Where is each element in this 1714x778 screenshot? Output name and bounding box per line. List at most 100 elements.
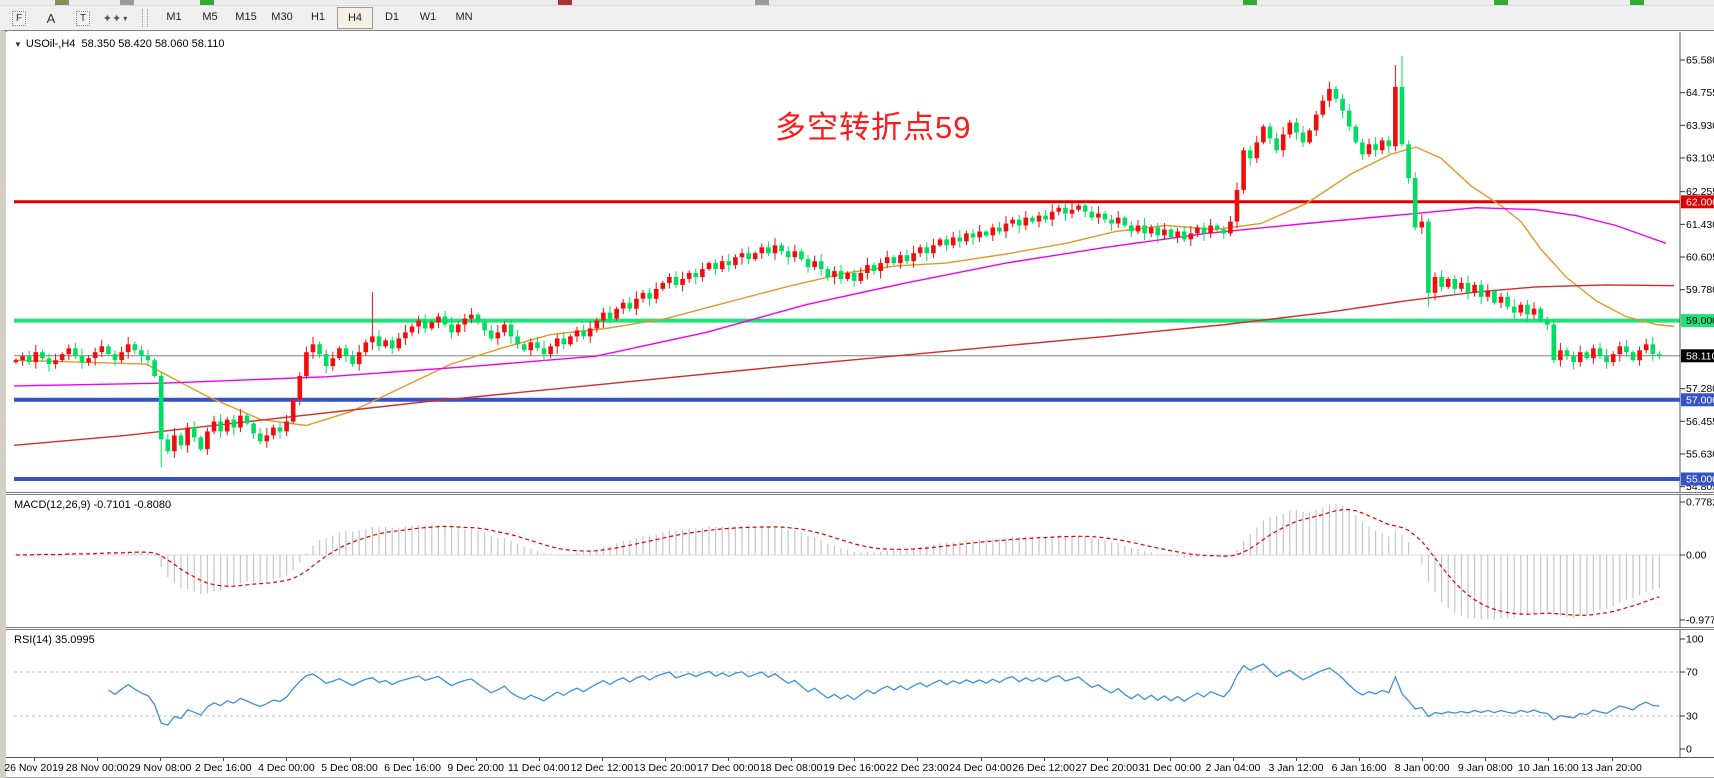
svg-text:58.110: 58.110 — [1686, 350, 1714, 362]
panel-separator[interactable] — [6, 627, 1714, 630]
chart-style-icon[interactable]: ✦✦ ▾ — [102, 12, 128, 25]
time-tick — [980, 758, 982, 761]
svg-text:63.105: 63.105 — [1686, 153, 1714, 165]
time-axis-label: 12 Dec 12:00 — [570, 762, 634, 774]
svg-text:62.000: 62.000 — [1686, 196, 1714, 208]
toolbar-fragment — [755, 0, 769, 5]
toolbar-fragment — [1494, 0, 1508, 5]
svg-text:55.000: 55.000 — [1686, 474, 1714, 486]
rsi-label: RSI(14) 35.0995 — [14, 634, 95, 646]
svg-text:62.255: 62.255 — [1686, 186, 1714, 198]
svg-text:0.7782: 0.7782 — [1686, 497, 1714, 509]
macd-label: MACD(12,26,9) -0.7101 -0.8080 — [14, 499, 172, 511]
toolbar-fragment — [55, 0, 69, 5]
svg-text:63.930: 63.930 — [1686, 120, 1714, 132]
time-tick — [475, 758, 477, 761]
timeframe-button-h4[interactable]: H4 — [337, 7, 373, 29]
time-axis-label: 9 Jan 08:00 — [1457, 762, 1513, 774]
time-tick — [665, 758, 666, 761]
time-tick — [97, 758, 99, 761]
text-label-tool-icon[interactable]: T — [70, 8, 96, 28]
svg-text:59.000: 59.000 — [1686, 315, 1714, 327]
svg-text:70: 70 — [1686, 667, 1698, 679]
svg-text:55.630: 55.630 — [1686, 449, 1714, 461]
chart-window: 65.580 64.755 63.930 63.105 62.255 61.430 60.6… — [0, 30, 1714, 778]
time-axis-label: 11 Dec 04:00 — [507, 762, 570, 774]
time-tick — [1611, 758, 1613, 761]
svg-text:30: 30 — [1686, 711, 1698, 723]
time-tick — [1106, 758, 1108, 761]
svg-text:65.580: 65.580 — [1686, 55, 1714, 67]
time-tick — [1043, 758, 1045, 761]
macd-indicator-panel[interactable]: 0.7782 0.00 -0.9773 MACD(12,26,9) -0.7101 … — [6, 495, 1714, 627]
svg-text:61.430: 61.430 — [1686, 219, 1714, 231]
rsi-chart[interactable]: 100 70 30 0 — [6, 630, 1714, 757]
time-axis-label: 26 Dec 12:00 — [1012, 762, 1075, 774]
svg-text:0.00: 0.00 — [1686, 550, 1707, 562]
time-axis-label: 19 Dec 16:00 — [823, 762, 886, 774]
time-axis-label: 3 Jan 12:00 — [1268, 762, 1324, 774]
chart-annotation-text: 多空转折点59 — [775, 110, 972, 145]
time-tick — [412, 758, 414, 761]
timeframe-button-m15[interactable]: M15 — [235, 11, 257, 23]
chevron-down-icon[interactable]: ▾ — [123, 13, 128, 23]
time-tick — [728, 758, 730, 761]
time-tick — [34, 758, 35, 761]
svg-text:100: 100 — [1686, 634, 1704, 646]
font-tool-icon[interactable]: A — [46, 10, 56, 26]
candlestick-chart[interactable]: 65.580 64.755 63.930 63.105 62.255 61.430 60.6… — [6, 32, 1714, 492]
panel-separator[interactable] — [6, 492, 1714, 495]
clipped-upper-toolbar — [0, 0, 1714, 6]
timeframe-button-w1[interactable]: W1 — [419, 11, 437, 23]
svg-text:60.605: 60.605 — [1686, 252, 1714, 264]
time-tick — [601, 758, 603, 761]
time-axis-label: 28 Nov 00:00 — [65, 762, 129, 774]
toolbar-fragment — [1243, 0, 1257, 5]
time-axis-label: 17 Dec 00:00 — [696, 762, 760, 774]
time-axis-label: 6 Dec 16:00 — [384, 762, 441, 774]
toolbar-grip-handle[interactable] — [142, 9, 148, 27]
price-chart-panel[interactable]: 65.580 64.755 63.930 63.105 62.255 61.430 60.6… — [6, 32, 1714, 492]
symbol-expander-icon[interactable]: ▼ — [14, 40, 22, 49]
time-tick — [1548, 758, 1550, 761]
timeframe-button-mn[interactable]: MN — [455, 11, 473, 23]
svg-text:57.280: 57.280 — [1686, 383, 1714, 395]
timeframe-button-h1[interactable]: H1 — [310, 11, 326, 23]
svg-text:64.755: 64.755 — [1686, 87, 1714, 99]
svg-text:56.455: 56.455 — [1686, 416, 1714, 428]
time-tick — [791, 758, 793, 761]
time-tick — [286, 758, 288, 761]
timeframe-button-d1[interactable]: D1 — [384, 11, 400, 23]
time-tick — [538, 758, 540, 761]
time-tick — [1296, 758, 1297, 761]
time-tick — [1169, 758, 1171, 761]
time-axis-label: 6 Jan 16:00 — [1331, 762, 1387, 774]
rsi-indicator-panel[interactable]: 100 70 30 0 RSI(14) 35.0995 — [6, 630, 1714, 757]
chart-toolbar: F A T ✦✦ ▾ M1 M5 M15 M30 H1 H4 D1 W1 MN — [0, 6, 1714, 31]
toolbar-fragment — [558, 0, 572, 5]
time-tick — [1485, 758, 1487, 761]
time-tick — [854, 758, 856, 761]
timeframe-button-m1[interactable]: M1 — [166, 11, 182, 23]
time-axis-label: 10 Jan 16:00 — [1518, 762, 1579, 774]
time-tick — [1359, 758, 1361, 761]
time-axis-label: 29 Nov 08:00 — [128, 762, 192, 774]
time-tick — [223, 758, 225, 761]
chart-title: ▼ USOil-,H4 58.350 58.420 58.060 58.110 — [14, 38, 224, 50]
time-axis-label: 2 Jan 04:00 — [1205, 762, 1261, 774]
svg-text:-0.9773: -0.9773 — [1686, 615, 1714, 627]
timeframe-button-m5[interactable]: M5 — [202, 11, 218, 23]
toolbar-fragment — [1630, 0, 1644, 5]
new-order-grid-icon[interactable]: F — [6, 8, 32, 28]
time-axis-label: 22 Dec 23:00 — [886, 762, 949, 774]
timeframe-buttons: M1 M5 M15 M30 H1 H4 D1 W1 MN — [156, 7, 482, 29]
time-axis-label: 13 Dec 20:00 — [633, 762, 697, 774]
toolbar-fragment — [120, 0, 134, 5]
time-tick — [1422, 758, 1424, 761]
macd-chart[interactable]: 0.7782 0.00 -0.9773 — [6, 495, 1714, 627]
time-axis[interactable]: 26 Nov 2019 28 Nov 00:00 29 Nov 08:00 2 Dec… — [4, 757, 1714, 777]
time-tick — [917, 758, 919, 761]
timeframe-button-m30[interactable]: M30 — [271, 11, 293, 23]
time-axis-label: 4 Dec 00:00 — [258, 762, 315, 774]
